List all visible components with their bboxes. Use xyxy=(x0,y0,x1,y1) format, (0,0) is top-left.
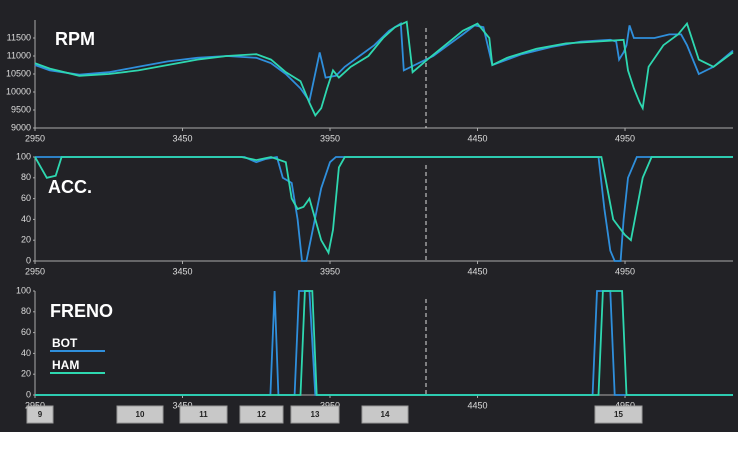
lap-label: 14 xyxy=(381,410,390,419)
y-tick-label: 60 xyxy=(21,193,31,203)
y-tick-label: 11000 xyxy=(7,50,31,60)
series-line xyxy=(34,22,734,104)
x-tick-label: 3950 xyxy=(320,400,340,410)
series-line xyxy=(35,290,733,396)
x-tick-label: 3950 xyxy=(320,133,340,143)
y-tick-label: 0 xyxy=(26,389,31,399)
y-tick-label: 40 xyxy=(21,348,31,358)
lap-label: 11 xyxy=(199,410,208,419)
y-tick-label: 9000 xyxy=(11,122,31,132)
chart-title: ACC. xyxy=(48,177,92,197)
x-tick-label: 4450 xyxy=(468,133,488,143)
x-tick-label: 2950 xyxy=(25,400,45,410)
lap-box xyxy=(116,405,164,424)
y-tick-label: 100 xyxy=(16,151,31,161)
lap-box xyxy=(179,405,228,424)
x-tick-label: 2950 xyxy=(25,266,45,276)
y-tick-label: 20 xyxy=(21,235,31,245)
x-tick-label: 3950 xyxy=(320,266,340,276)
series-line xyxy=(34,20,734,118)
x-tick-label: 4950 xyxy=(615,400,635,410)
x-tick-label: 3450 xyxy=(172,400,192,410)
y-tick-label: 11500 xyxy=(7,32,31,42)
y-tick-label: 80 xyxy=(21,172,31,182)
y-tick-label: 10500 xyxy=(6,68,31,78)
x-tick-label: 2950 xyxy=(25,133,45,143)
lap-box xyxy=(239,405,284,424)
lap-box xyxy=(361,405,409,424)
legend-label: BOT xyxy=(52,336,78,350)
x-tick-label: 4450 xyxy=(468,400,488,410)
y-tick-label: 10000 xyxy=(6,86,31,96)
lap-box xyxy=(26,405,54,424)
lap-label: 15 xyxy=(614,410,623,419)
y-tick-label: 9500 xyxy=(11,104,31,114)
y-tick-label: 20 xyxy=(21,369,31,379)
x-tick-label: 4950 xyxy=(615,266,635,276)
lap-label: 9 xyxy=(38,410,43,419)
x-tick-label: 3450 xyxy=(172,266,192,276)
y-tick-label: 80 xyxy=(21,306,31,316)
y-tick-label: 0 xyxy=(26,255,31,265)
chart-title: RPM xyxy=(55,29,95,49)
lap-box xyxy=(290,405,340,424)
legend-label: HAM xyxy=(52,358,79,372)
lap-box xyxy=(594,405,643,424)
lap-label: 10 xyxy=(136,410,145,419)
series-line xyxy=(35,155,733,262)
series-line xyxy=(34,156,733,256)
x-tick-label: 3450 xyxy=(172,133,192,143)
y-tick-label: 100 xyxy=(16,285,31,295)
lap-label: 13 xyxy=(311,410,320,419)
lap-label: 12 xyxy=(257,410,266,419)
y-tick-label: 60 xyxy=(21,327,31,337)
x-tick-label: 4450 xyxy=(468,266,488,276)
x-tick-label: 4950 xyxy=(615,133,635,143)
chart-title: FRENO xyxy=(50,301,113,321)
y-tick-label: 40 xyxy=(21,214,31,224)
